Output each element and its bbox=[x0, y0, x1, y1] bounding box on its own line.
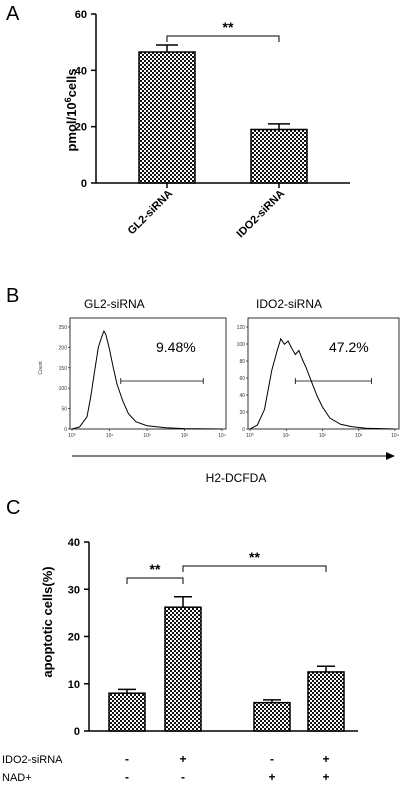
flow-plot-gl2-y-tick-label: 0 bbox=[64, 427, 67, 433]
flow-plot-ido2-y-tick-label: 80 bbox=[239, 359, 245, 365]
h2-dcfda-arrow-head bbox=[386, 452, 395, 460]
panel-a-letter: A bbox=[6, 3, 20, 25]
flow-plot-ido2-x-tick-label: 10³ bbox=[355, 433, 363, 439]
flow-plot-ido2-y-tick-label: 120 bbox=[237, 325, 246, 331]
panel-a-y-axis-title: pmol/106cells bbox=[63, 68, 79, 151]
panel-a-y-tick-label: 40 bbox=[75, 65, 87, 77]
flow-plot-gl2-x-tick-label: 10⁴ bbox=[218, 433, 226, 439]
panel-c-condition-sign: - bbox=[270, 752, 274, 766]
flow-plot-ido2-y-tick-label: 20 bbox=[239, 410, 245, 416]
flow-plot-ido2-percent: 47.2% bbox=[329, 339, 369, 355]
panel-c-letter: C bbox=[6, 497, 20, 519]
panel-c-y-tick-label: 10 bbox=[68, 679, 80, 691]
flow-plot-ido2-y-tick-label: 40 bbox=[239, 393, 245, 399]
panel-c-y-tick-label: 30 bbox=[68, 584, 80, 596]
panel-c-condition-sign: - bbox=[125, 770, 129, 784]
flow-plot-gl2-x-tick-label: 10² bbox=[143, 433, 151, 439]
flow-plot-gl2: GL2-siRNA 9.48% Count 0 50 100 150 200 250 10⁰… bbox=[38, 297, 227, 439]
flow-plot-ido2-title: IDO2-siRNA bbox=[256, 297, 322, 311]
flow-plot-gl2-x-tick-label: 10¹ bbox=[106, 433, 114, 439]
panel-c-significance-bracket bbox=[182, 565, 327, 572]
flow-plot-ido2-y-tick-label: 60 bbox=[239, 376, 245, 382]
panel-a-category-label: IDO2-siRNA bbox=[235, 188, 288, 241]
flow-plot-gl2-frame bbox=[69, 317, 227, 430]
panel-c-condition-sign: - bbox=[181, 770, 185, 784]
panel-b-flow-cytometry: GL2-siRNA 9.48% Count 05010015020025010⁰… bbox=[38, 297, 400, 485]
panel-c-chart: apoptotic cells(%) IDO2-siRNA NAD+ 0 10 20… bbox=[2, 537, 358, 784]
panel-a-bar bbox=[138, 51, 196, 184]
flow-plot-gl2-y-label: Count bbox=[38, 361, 44, 375]
panel-c-condition-sign: + bbox=[179, 752, 186, 766]
flow-plot-gl2-x-tick-label: 10⁰ bbox=[68, 433, 76, 439]
flow-plot-ido2-x-tick-label: 10² bbox=[319, 433, 327, 439]
panel-a-y-axis-title-main: pmol/10 bbox=[64, 102, 79, 151]
panel-a-chart: pmol/106cells 0 20 40 60 GL2-siRNA IDO2-siRNA… bbox=[63, 9, 350, 240]
panel-a-y-tick-label: 0 bbox=[81, 178, 87, 190]
flow-plot-ido2-x-tick-label: 10⁴ bbox=[391, 433, 399, 439]
panel-c-y-axis-title: apoptotic cells(%) bbox=[40, 566, 55, 677]
flow-plot-gl2-histogram bbox=[71, 329, 223, 430]
panel-c-bar bbox=[164, 606, 202, 732]
panel-a-category-label: GL2-siRNA bbox=[126, 188, 176, 238]
panel-a-y-tick-label: 20 bbox=[75, 122, 87, 134]
panel-c-condition-sign: - bbox=[125, 752, 129, 766]
panel-c-bar bbox=[253, 701, 291, 732]
condition-label-nad: NAD+ bbox=[2, 772, 32, 784]
panel-c-significance-bracket bbox=[126, 577, 184, 584]
panel-c-y-tick-label: 0 bbox=[74, 726, 80, 738]
panel-a-y-axis-title-tail: cells bbox=[64, 68, 79, 97]
panel-c-significance-label: ** bbox=[150, 561, 161, 577]
panel-b-letter: B bbox=[6, 285, 19, 307]
panel-c-condition-sign: + bbox=[268, 770, 275, 784]
flow-plot-ido2-x-tick-label: 10¹ bbox=[283, 433, 291, 439]
panel-a-y-tick-label: 60 bbox=[75, 9, 87, 21]
panel-c-y-tick-label: 40 bbox=[68, 537, 80, 549]
panel-c-condition-sign: + bbox=[322, 770, 329, 784]
flow-plot-ido2-y-tick-label: 100 bbox=[237, 342, 246, 348]
flow-plot-ido2-frame bbox=[247, 317, 400, 430]
panel-b-x-axis-title: H2-DCFDA bbox=[206, 471, 267, 485]
flow-plot-ido2: IDO2-siRNA 47.2% 0 20 40 60 80 100 120 10⁰ 10¹ 10… bbox=[237, 297, 400, 439]
flow-plot-gl2-y-tick-label: 250 bbox=[59, 325, 68, 331]
flow-plot-gl2-x-tick-label: 10³ bbox=[181, 433, 189, 439]
flow-plot-gl2-y-tick-label: 100 bbox=[59, 386, 68, 392]
panel-c-bar bbox=[307, 671, 345, 732]
panel-a-bar bbox=[250, 128, 308, 184]
flow-plot-gl2-percent: 9.48% bbox=[156, 339, 196, 355]
panel-c-bar bbox=[108, 692, 146, 732]
panel-c-condition-sign: + bbox=[322, 752, 329, 766]
condition-label-ido2-sirna: IDO2-siRNA bbox=[2, 754, 63, 766]
flow-plot-gl2-y-tick-label: 50 bbox=[61, 407, 67, 413]
panel-a-significance-bracket bbox=[166, 35, 280, 42]
flow-plot-ido2-y-tick-label: 0 bbox=[242, 427, 245, 433]
panel-c-y-tick-label: 20 bbox=[68, 632, 80, 644]
flow-plot-ido2-histogram bbox=[249, 337, 396, 430]
flow-plot-gl2-y-tick-label: 200 bbox=[59, 345, 68, 351]
flow-plot-gl2-y-tick-label: 150 bbox=[59, 366, 68, 372]
flow-plot-gl2-title: GL2-siRNA bbox=[84, 297, 145, 311]
panel-c-significance-label: ** bbox=[249, 549, 260, 565]
flow-plot-ido2-x-tick-label: 10⁰ bbox=[246, 433, 254, 439]
panel-a-significance-label: ** bbox=[223, 19, 234, 35]
panel-a-y-axis-title-sup: 6 bbox=[63, 97, 73, 102]
